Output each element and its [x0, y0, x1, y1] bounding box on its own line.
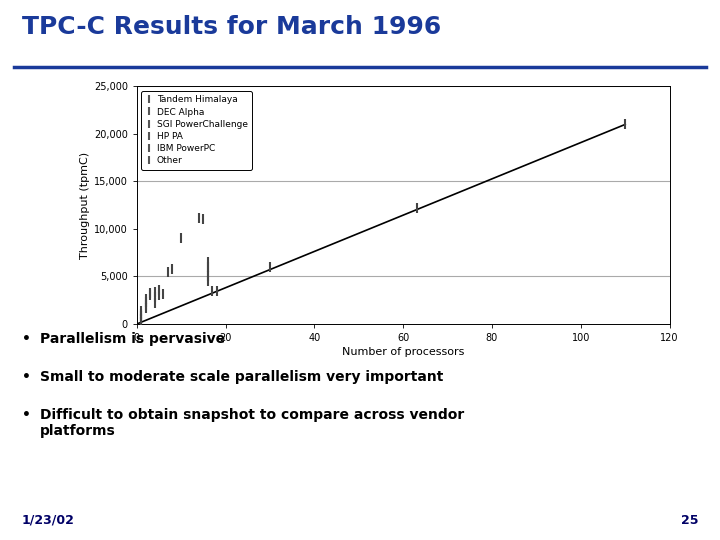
Text: •: •: [22, 370, 30, 384]
Legend: Tandem Himalaya, DEC Alpha, SGI PowerChallenge, HP PA, IBM PowerPC, Other: Tandem Himalaya, DEC Alpha, SGI PowerCha…: [141, 91, 252, 170]
Text: Parallelism is pervasive: Parallelism is pervasive: [40, 332, 225, 346]
Text: •: •: [22, 332, 30, 346]
Text: TPC-C Results for March 1996: TPC-C Results for March 1996: [22, 15, 441, 39]
Text: Small to moderate scale parallelism very important: Small to moderate scale parallelism very…: [40, 370, 443, 384]
Y-axis label: Throughput (tpmC): Throughput (tpmC): [80, 152, 89, 259]
Text: 25: 25: [681, 514, 698, 526]
Text: Difficult to obtain snapshot to compare across vendor
platforms: Difficult to obtain snapshot to compare …: [40, 408, 464, 438]
Text: •: •: [22, 408, 30, 422]
Text: 1/23/02: 1/23/02: [22, 514, 74, 526]
X-axis label: Number of processors: Number of processors: [342, 347, 464, 357]
